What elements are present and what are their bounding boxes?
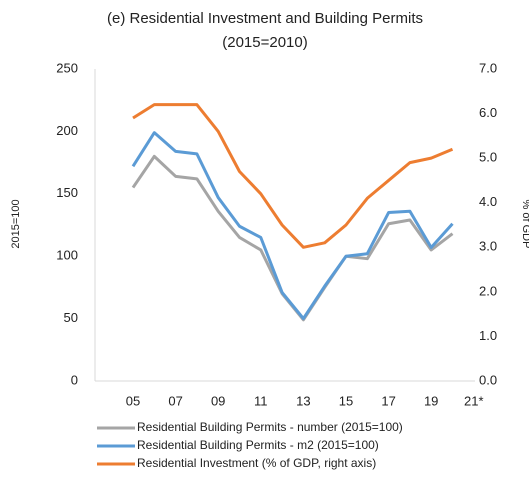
data-line bbox=[132, 103, 454, 249]
x-tick-label: 17 bbox=[381, 393, 395, 408]
y2-tick-label: 0.0 bbox=[479, 372, 497, 387]
x-tick-label: 21* bbox=[464, 393, 484, 408]
y2-tick-label: 7.0 bbox=[479, 60, 497, 75]
y-tick-label: 150 bbox=[56, 185, 78, 200]
legend-label: Residential Building Permits - m2 (2015=… bbox=[137, 438, 379, 452]
legend-label: Residential Building Permits - number (2… bbox=[137, 420, 403, 434]
y2-tick-label: 5.0 bbox=[479, 150, 497, 165]
y2-axis-title: % of GDP bbox=[520, 200, 529, 249]
y-tick-label: 250 bbox=[56, 60, 78, 75]
y-tick-label: 100 bbox=[56, 248, 78, 263]
y2-tick-label: 2.0 bbox=[479, 283, 497, 298]
y-tick-label: 0 bbox=[71, 372, 78, 387]
x-tick-label: 15 bbox=[339, 393, 353, 408]
x-tick-label: 05 bbox=[126, 393, 140, 408]
legend-label: Residential Investment (% of GDP, right … bbox=[137, 456, 376, 470]
y2-tick-label: 4.0 bbox=[479, 194, 497, 209]
y2-tick-label: 3.0 bbox=[479, 239, 497, 254]
y-tick-label: 50 bbox=[64, 310, 78, 325]
y-axis-title: 2015=100 bbox=[10, 199, 22, 248]
chart-subtitle: (2015=2010) bbox=[222, 34, 308, 51]
x-tick-label: 19 bbox=[424, 393, 438, 408]
y2-tick-label: 6.0 bbox=[479, 105, 497, 120]
x-tick-label: 09 bbox=[211, 393, 225, 408]
x-tick-label: 13 bbox=[296, 393, 310, 408]
y-tick-label: 200 bbox=[56, 123, 78, 138]
data-line bbox=[131, 131, 454, 321]
x-tick-label: 07 bbox=[168, 393, 182, 408]
y2-tick-label: 1.0 bbox=[479, 328, 497, 343]
x-tick-label: 11 bbox=[254, 393, 268, 408]
chart-title: (e) Residential Investment and Building … bbox=[107, 10, 423, 27]
